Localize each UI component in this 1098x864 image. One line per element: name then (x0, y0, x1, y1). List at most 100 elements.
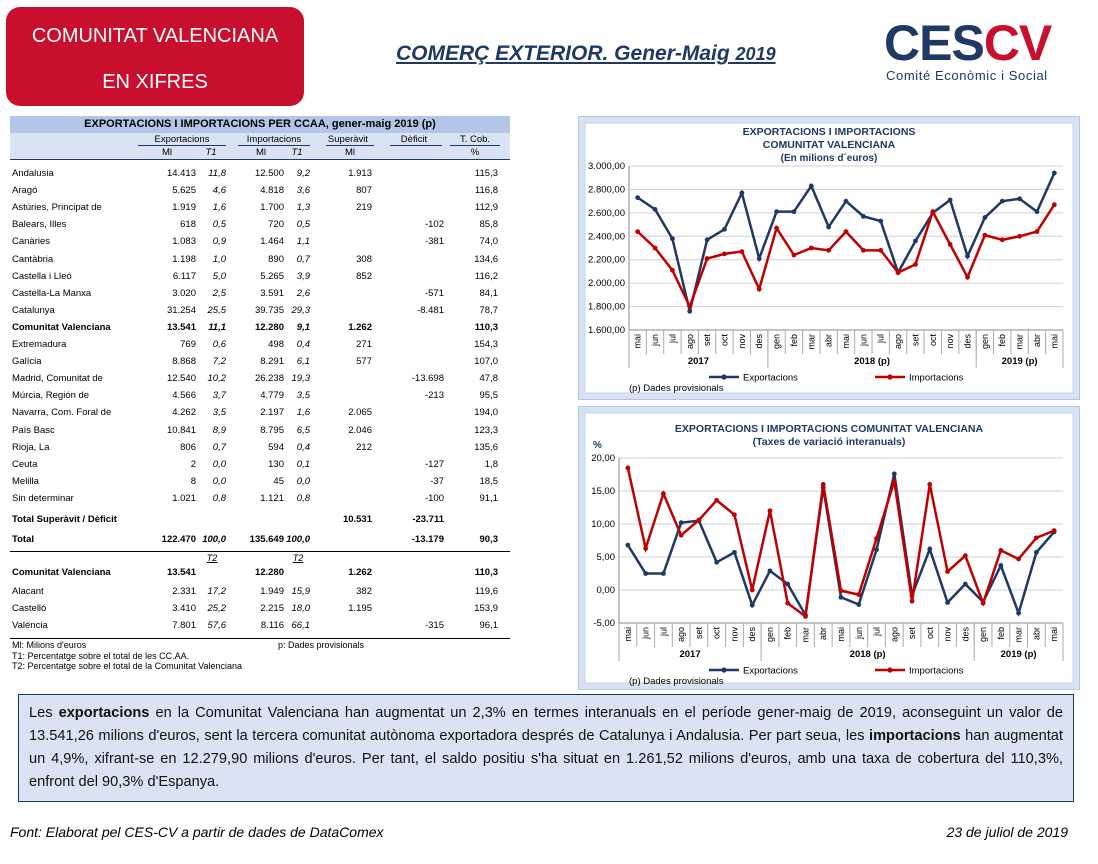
table-notes: Ml: Milions d'euros p: Dades provisionals… (12, 640, 364, 672)
cell-sup: 212 (356, 441, 372, 453)
cell-imp: 12.280 (254, 567, 284, 578)
cell-tcob: 1,8 (484, 458, 498, 470)
cell-exp: 2.331 (172, 586, 196, 597)
cell-sup: 1.262 (348, 321, 372, 333)
data-point-importacions (930, 209, 936, 215)
cell-name: Andalusia (12, 168, 54, 179)
x-tick-label: des (960, 627, 970, 642)
badge-line-2: EN XIFRES (102, 71, 208, 93)
data-point-importacions (652, 245, 658, 251)
cell-tcob: 112,9 (474, 202, 498, 214)
x-tick-label: jul (872, 627, 882, 637)
cell-exp: 8 (190, 475, 196, 487)
data-point-importacions (874, 536, 879, 541)
cell-name: País Basc (12, 424, 55, 436)
unit-exp-t1: T1 (205, 147, 217, 158)
x-tick-label: mar (1015, 334, 1025, 350)
cell-exp: 1.919 (172, 202, 196, 214)
cell-name: Sin determinar (12, 492, 74, 504)
data-point-importacions (856, 592, 862, 598)
header-importacions: Importacions (246, 134, 302, 145)
cell-tcob: 123,3 (474, 424, 498, 436)
x-tick-label: mar (806, 334, 816, 350)
data-point-exportacions (878, 218, 884, 224)
y-axis-label: % (593, 440, 602, 451)
cell-imp: 135.649 (249, 534, 284, 545)
data-point-exportacions (652, 206, 658, 212)
cell-def: -13.698 (411, 373, 444, 385)
cell-exp: 1.021 (172, 492, 196, 504)
y-tick-label: 3.000,00 (588, 161, 625, 172)
chart-subtitle: COMUNITAT VALENCIANA (763, 139, 896, 151)
cell-def: -8.481 (417, 304, 444, 316)
data-point-exportacions (687, 308, 693, 314)
data-point-exportacions (739, 190, 745, 196)
cell-et: 0,9 (212, 236, 226, 248)
cell-name: Ceuta (12, 458, 38, 470)
table-row: Comunitat Valenciana 13.541 11,1 12.280 9,1 1… (10, 320, 510, 336)
cell-name: Total (12, 534, 34, 545)
cell-et: 8,9 (212, 424, 226, 436)
data-point-importacions (947, 242, 953, 247)
summary-part-1: Les (29, 705, 59, 721)
legend-marker (887, 667, 893, 673)
data-point-importacions (838, 588, 844, 594)
cell-et: 1,6 (212, 202, 226, 214)
x-tick-label: mai (841, 334, 851, 349)
cell-imp: 130 (268, 458, 284, 470)
data-point-exportacions (965, 253, 970, 259)
cell-exp: 5.625 (172, 185, 196, 197)
cell-exp: 618 (180, 219, 196, 231)
data-point-exportacions (945, 600, 950, 605)
x-tick-label: jun (854, 627, 864, 640)
data-point-importacions (826, 247, 832, 253)
data-point-importacions (945, 569, 950, 574)
x-tick-label: nov (737, 334, 747, 349)
header-tcob: T. Cob. (459, 134, 491, 145)
cell-name: Múrcia, Región de (12, 390, 90, 402)
chart-footnote: (p) Dades provisionals (629, 383, 724, 394)
cell-tcob: 85,8 (479, 219, 499, 231)
cell-exp: 2 (190, 458, 196, 470)
data-point-exportacions (643, 571, 649, 576)
data-point-importacions (661, 491, 666, 497)
x-tick-label: feb (997, 334, 1007, 347)
chart-rates-svg: EXPORTACIONS I IMPORTACIONS COMUNITAT VA… (584, 412, 1074, 687)
cell-sup: 1.195 (348, 603, 372, 614)
data-point-exportacions (767, 568, 773, 574)
year-label: 2019 (p) (1002, 356, 1038, 367)
x-tick-label: set (694, 627, 704, 640)
cell-name: Madrid, Comunitat de (12, 373, 103, 385)
data-point-exportacions (774, 209, 779, 215)
cell-tcob: 84,1 (479, 287, 499, 299)
cell-imp: 1.949 (260, 586, 284, 597)
data-point-importacions (774, 225, 779, 231)
x-tick-label: mai (623, 627, 633, 642)
cell-name: Alacant (12, 586, 44, 597)
data-point-exportacions (999, 198, 1005, 204)
x-tick-label: mai (836, 627, 846, 642)
data-point-importacions (791, 252, 797, 258)
table-separator (10, 551, 510, 552)
cell-it: 15,9 (291, 586, 311, 597)
y-tick-label: 15,00 (591, 486, 615, 497)
year-label: 2019 (p) (1001, 649, 1037, 660)
x-tick-label: feb (996, 627, 1006, 640)
table-row-total: Total 122.470 100,0 135.649 100,0 -13.179 90,3 (10, 532, 510, 548)
cell-et: 0,6 (212, 339, 226, 350)
data-point-importacions (1034, 229, 1040, 234)
data-point-exportacions (785, 581, 791, 587)
badge-line-1: COMUNITAT VALENCIANA (31, 25, 279, 47)
data-point-exportacions (1051, 170, 1057, 176)
table-row: Sin determinar 1.021 0,8 1.121 0,8 -100 91,1 (10, 491, 510, 507)
page-title-main: COMERÇ EXTERIOR. Gener-Maig (396, 42, 730, 65)
data-point-exportacions (661, 571, 666, 576)
t2-label: T2 (292, 553, 304, 563)
cell-sup: 1.913 (348, 168, 372, 179)
data-point-importacions (803, 614, 808, 619)
x-tick-label: abr (824, 334, 834, 347)
data-point-importacions (878, 247, 884, 253)
table-row: Melilla 8 0,0 45 0,0 -37 18,5 (10, 474, 510, 490)
y-tick-label: 10,00 (591, 519, 615, 530)
table-row-cv: València 7.801 57,6 8.116 66,1 -315 96,1 (10, 618, 510, 634)
